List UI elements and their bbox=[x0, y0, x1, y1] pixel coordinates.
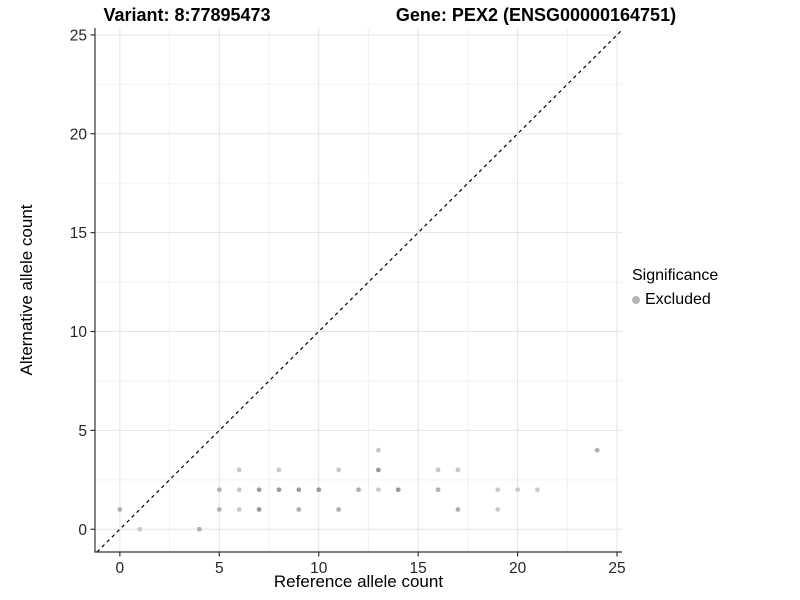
x-tick-labels: 0 5 10 15 20 25 bbox=[116, 560, 626, 577]
data-point bbox=[276, 487, 282, 493]
data-point bbox=[236, 487, 242, 493]
x-tick-label: 5 bbox=[215, 560, 224, 577]
data-point bbox=[356, 487, 361, 493]
data-point bbox=[197, 526, 202, 532]
data-point bbox=[256, 487, 262, 493]
y-axis-title: Alternative allele count bbox=[17, 204, 36, 376]
x-tick-label: 10 bbox=[310, 560, 328, 577]
data-points bbox=[117, 447, 600, 532]
tick-marks bbox=[90, 34, 618, 557]
data-point bbox=[455, 507, 461, 512]
legend: Significance Excluded bbox=[632, 266, 718, 311]
data-point bbox=[117, 507, 123, 512]
y-tick-label: 0 bbox=[78, 522, 87, 539]
data-point bbox=[216, 487, 222, 493]
x-tick-label: 0 bbox=[116, 560, 125, 577]
x-tick-label: 25 bbox=[608, 560, 625, 577]
identity-line bbox=[96, 29, 622, 552]
data-point bbox=[435, 487, 441, 493]
plot-panel bbox=[95, 28, 622, 552]
data-point bbox=[296, 507, 302, 512]
major-gridlines bbox=[95, 28, 622, 552]
data-point bbox=[336, 507, 342, 512]
legend-title: Significance bbox=[632, 267, 719, 284]
data-point bbox=[495, 507, 501, 512]
data-point bbox=[216, 507, 222, 512]
data-point bbox=[515, 487, 520, 493]
y-tick-label: 10 bbox=[70, 324, 88, 341]
y-tick-labels: 0 5 10 15 20 25 bbox=[70, 27, 88, 538]
x-tick-label: 20 bbox=[509, 560, 527, 577]
data-point bbox=[395, 487, 401, 493]
data-point bbox=[594, 447, 600, 453]
data-point bbox=[375, 467, 381, 473]
y-tick-label: 5 bbox=[78, 423, 87, 440]
data-point bbox=[435, 467, 441, 473]
legend-item-excluded: Excluded bbox=[632, 290, 718, 311]
legend-point-icon bbox=[632, 296, 640, 305]
data-point bbox=[495, 487, 501, 493]
minor-gridlines bbox=[95, 28, 622, 552]
data-point bbox=[375, 487, 381, 493]
data-point bbox=[375, 447, 381, 453]
data-point bbox=[236, 467, 242, 473]
data-point bbox=[236, 507, 242, 512]
x-tick-label: 15 bbox=[410, 560, 427, 577]
data-point bbox=[535, 487, 540, 493]
data-point bbox=[296, 487, 302, 493]
data-point bbox=[137, 526, 143, 532]
y-tick-label: 25 bbox=[70, 27, 87, 44]
x-axis-title: Reference allele count bbox=[273, 572, 444, 591]
data-point bbox=[256, 507, 262, 512]
y-tick-label: 20 bbox=[70, 126, 88, 143]
data-point bbox=[336, 467, 342, 473]
y-tick-label: 15 bbox=[70, 225, 87, 242]
legend-item-label: Excluded bbox=[645, 290, 711, 308]
gene-title: Gene: PEX2 (ENSG00000164751) bbox=[395, 5, 677, 25]
data-point bbox=[316, 487, 322, 493]
data-point bbox=[455, 467, 461, 473]
variant-title: Variant: 8:77895473 bbox=[103, 5, 271, 25]
data-point bbox=[276, 467, 282, 473]
